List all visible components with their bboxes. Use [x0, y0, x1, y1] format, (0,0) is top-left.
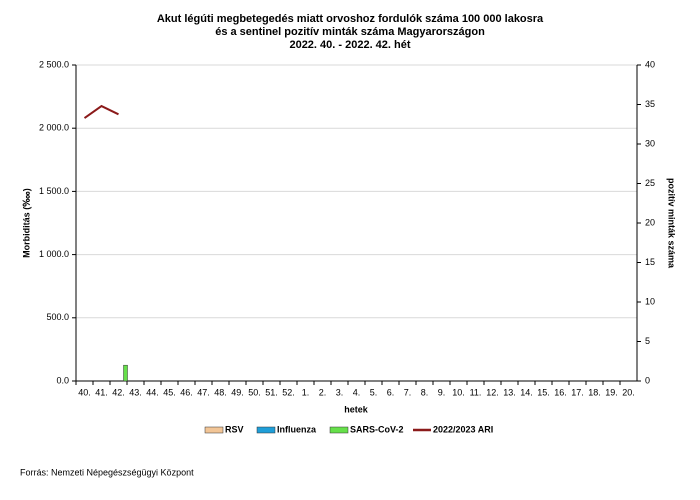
x-tick-label: 1. [302, 387, 310, 397]
legend-label: Influenza [277, 424, 317, 434]
x-tick-label: 52. [282, 387, 295, 397]
y-tick-label: 500.0 [46, 312, 69, 322]
x-tick-label: 5. [370, 387, 378, 397]
x-axis-title: hetek [344, 404, 369, 414]
chart-title: és a sentinel pozitív minták száma Magya… [215, 26, 485, 38]
y2-tick-label: 25 [645, 178, 655, 188]
y2-tick-label: 10 [645, 296, 655, 306]
source: Forrás: Nemzeti Népegészségügyi Központ [20, 467, 194, 477]
x-tick-label: 19. [605, 387, 618, 397]
x-tick-label: 13. [503, 387, 516, 397]
x-tick-label: 12. [486, 387, 499, 397]
y-tick-label: 1 500.0 [39, 186, 69, 196]
x-tick-label: 51. [265, 387, 278, 397]
x-tick-label: 18. [588, 387, 601, 397]
x-tick-label: 43. [129, 387, 142, 397]
y2-tick-label: 30 [645, 138, 655, 148]
legend-label: SARS-CoV-2 [350, 424, 404, 434]
y2-tick-label: 40 [645, 59, 655, 69]
x-tick-label: 45. [163, 387, 176, 397]
chart-title: 2022. 40. - 2022. 42. hét [289, 39, 410, 51]
x-tick-label: 44. [146, 387, 159, 397]
y-tick-label: 1 000.0 [39, 249, 69, 259]
x-tick-label: 50. [248, 387, 261, 397]
x-tick-label: 41. [95, 387, 108, 397]
y-tick-label: 0.0 [56, 375, 69, 385]
y2-tick-label: 20 [645, 217, 655, 227]
x-tick-label: 2. [319, 387, 327, 397]
x-tick-label: 15. [537, 387, 550, 397]
bar [123, 364, 128, 382]
x-tick-label: 47. [197, 387, 210, 397]
y2-tick-label: 15 [645, 257, 655, 267]
y-tick-label: 2 500.0 [39, 59, 69, 69]
y-axis-title: Morbiditás (‱) [21, 188, 31, 258]
x-tick-label: 40. [78, 387, 91, 397]
legend-swatch [204, 426, 224, 434]
y2-tick-label: 35 [645, 99, 655, 109]
x-tick-label: 46. [180, 387, 193, 397]
x-tick-label: 49. [231, 387, 244, 397]
x-tick-label: 6. [387, 387, 395, 397]
x-tick-label: 11. [470, 387, 482, 397]
x-tick-label: 10. [452, 387, 465, 397]
line [83, 104, 119, 119]
y2-axis-title: pozitív minták száma [667, 178, 677, 269]
x-tick-label: 16. [554, 387, 567, 397]
y2-tick-label: 0 [645, 375, 650, 385]
x-tick-label: 9. [438, 387, 446, 397]
x-tick-label: 42. [112, 387, 125, 397]
x-tick-label: 17. [571, 387, 584, 397]
x-tick-label: 7. [404, 387, 412, 397]
chart-title: Akut légúti megbetegedés miatt orvoshoz … [157, 13, 544, 25]
x-tick-label: 20. [622, 387, 635, 397]
x-tick-label: 4. [353, 387, 361, 397]
y-tick-label: 2 000.0 [39, 123, 69, 133]
x-tick-label: 3. [336, 387, 344, 397]
y2-tick-label: 5 [645, 336, 650, 346]
x-tick-label: 8. [421, 387, 429, 397]
legend-label: 2022/2023 ARI [433, 424, 493, 434]
x-tick-label: 14. [520, 387, 533, 397]
legend-swatch [256, 426, 276, 434]
x-tick-label: 48. [214, 387, 227, 397]
legend-swatch [329, 426, 349, 434]
legend-label: RSV [225, 424, 244, 434]
